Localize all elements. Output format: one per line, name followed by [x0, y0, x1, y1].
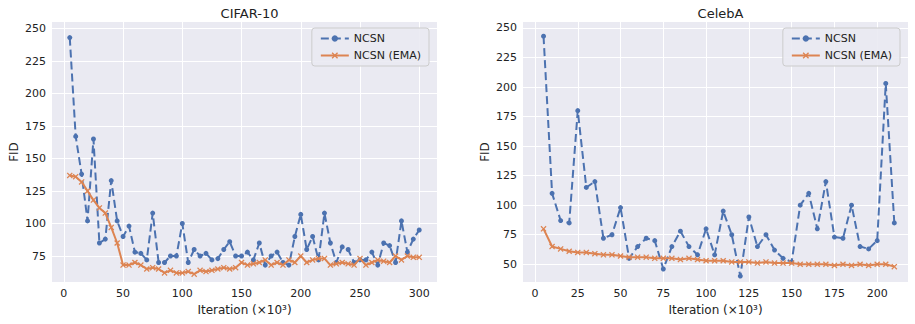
svg-text:175: 175: [824, 287, 845, 300]
svg-text:25: 25: [571, 287, 585, 300]
svg-text:225: 225: [25, 55, 46, 68]
svg-text:CelebA: CelebA: [698, 6, 744, 21]
svg-text:50: 50: [614, 287, 628, 300]
svg-text:150: 150: [25, 152, 46, 165]
svg-text:200: 200: [867, 287, 888, 300]
svg-text:300: 300: [409, 287, 430, 300]
svg-text:250: 250: [496, 21, 517, 34]
svg-text:150: 150: [231, 287, 252, 300]
svg-text:Iteration (×10³): Iteration (×10³): [197, 303, 291, 317]
svg-text:FID: FID: [7, 142, 21, 162]
svg-text:100: 100: [172, 287, 193, 300]
svg-text:200: 200: [290, 287, 311, 300]
svg-text:50: 50: [116, 287, 130, 300]
svg-text:125: 125: [25, 185, 46, 198]
svg-text:NCSN (EMA): NCSN (EMA): [354, 49, 421, 62]
svg-text:200: 200: [25, 87, 46, 100]
svg-text:175: 175: [496, 110, 517, 123]
svg-text:75: 75: [656, 287, 670, 300]
svg-text:NCSN (EMA): NCSN (EMA): [825, 49, 892, 62]
svg-text:0: 0: [531, 287, 538, 300]
svg-text:0: 0: [60, 287, 67, 300]
svg-text:75: 75: [503, 228, 517, 241]
svg-text:150: 150: [496, 140, 517, 153]
svg-text:100: 100: [25, 217, 46, 230]
svg-text:125: 125: [496, 169, 517, 182]
svg-text:225: 225: [496, 51, 517, 64]
svg-text:250: 250: [25, 22, 46, 35]
svg-text:Iteration (×10³): Iteration (×10³): [668, 303, 762, 317]
svg-text:50: 50: [503, 258, 517, 271]
svg-text:200: 200: [496, 81, 517, 94]
svg-text:175: 175: [25, 120, 46, 133]
svg-text:125: 125: [738, 287, 759, 300]
svg-text:250: 250: [350, 287, 371, 300]
svg-text:FID: FID: [478, 142, 492, 162]
svg-text:100: 100: [696, 287, 717, 300]
svg-text:75: 75: [32, 250, 46, 263]
svg-text:150: 150: [781, 287, 802, 300]
svg-text:CIFAR-10: CIFAR-10: [221, 6, 279, 21]
svg-text:100: 100: [496, 199, 517, 212]
svg-text:NCSN: NCSN: [354, 32, 385, 45]
svg-text:NCSN: NCSN: [825, 32, 856, 45]
